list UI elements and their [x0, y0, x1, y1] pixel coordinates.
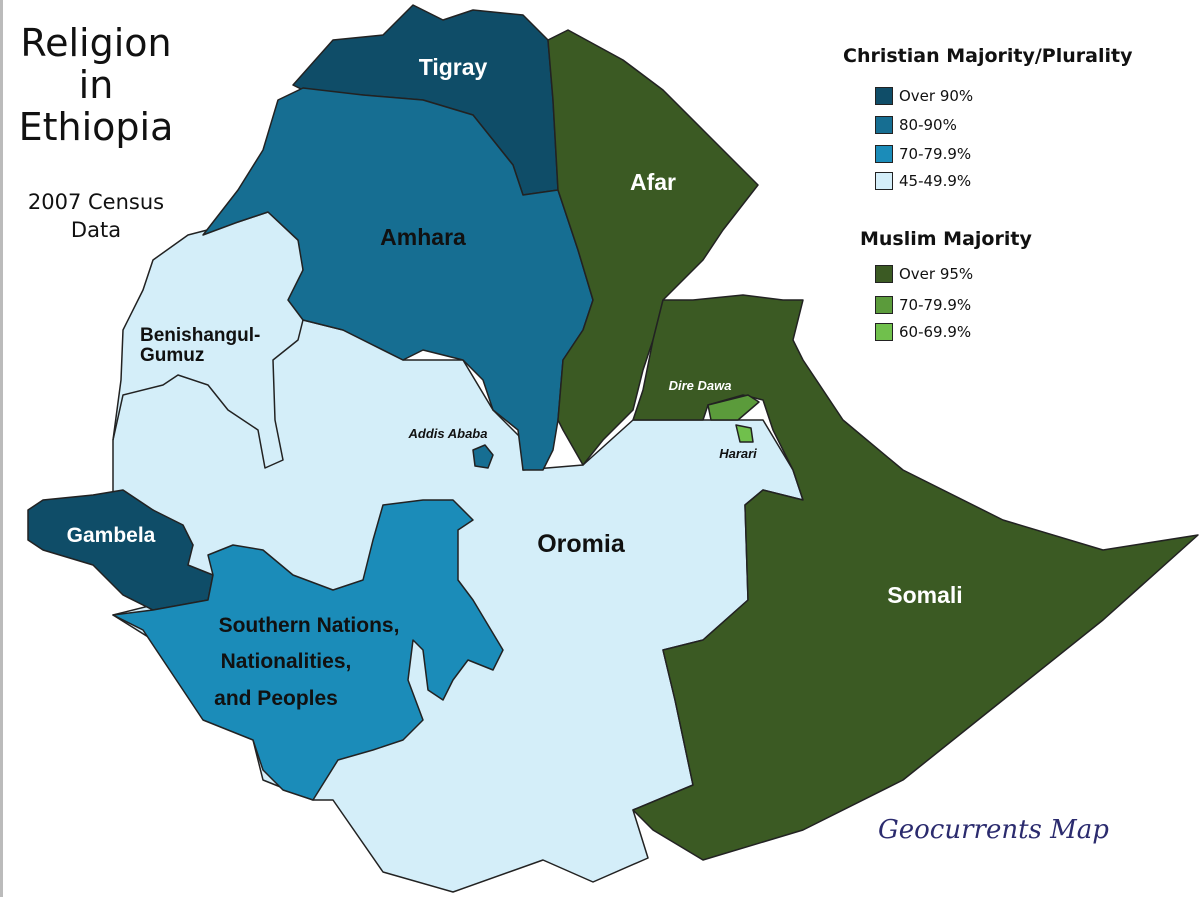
legend-heading-christian: Christian Majority/Plurality [843, 45, 1133, 67]
legend-label: 45-49.9% [899, 172, 972, 190]
title-line: Religion [20, 21, 172, 65]
legend-item: Over 90% [875, 87, 973, 105]
label-afar: Afar [630, 169, 676, 195]
title-line: in [78, 63, 114, 107]
legend-swatch [875, 296, 893, 314]
label-gambela: Gambela [67, 524, 156, 547]
label-snnp-2: Nationalities, [221, 650, 352, 673]
legend-label: Over 90% [899, 87, 974, 105]
title-line: Ethiopia [18, 105, 174, 149]
legend-label: 80-90% [899, 116, 957, 134]
legend-item: 60-69.9% [875, 323, 971, 341]
label-harari: Harari [719, 446, 757, 461]
region-dire-dawa [707, 394, 760, 421]
legend-label: 60-69.9% [899, 323, 972, 341]
label-dire-dawa: Dire Dawa [669, 378, 732, 393]
label-somali: Somali [887, 582, 962, 608]
legend-item: 70-79.9% [875, 145, 971, 163]
region-snnp [112, 499, 504, 801]
region-addis-ababa [472, 444, 494, 469]
map-title: Religion in Ethiopia [11, 22, 181, 148]
map-subtitle: 2007 Census Data [11, 188, 181, 244]
label-addis-ababa: Addis Ababa [408, 426, 488, 441]
label-oromia: Oromia [537, 530, 626, 558]
legend-swatch [875, 87, 893, 105]
legend-label: 70-79.9% [899, 145, 972, 163]
legend-label: Over 95% [899, 265, 974, 283]
label-benishangul-1: Benishangul- [140, 325, 260, 346]
legend-swatch [875, 172, 893, 190]
region-somali [632, 294, 1199, 861]
legend-item: 45-49.9% [875, 172, 971, 190]
legend-item: Over 95% [875, 265, 973, 283]
ethiopia-map: Tigray Amhara Afar Benishangul- Gumuz Ad… [27, 4, 1199, 893]
region-afar [547, 29, 759, 466]
label-snnp-1: Southern Nations, [219, 614, 400, 637]
label-snnp-3: and Peoples [214, 687, 338, 710]
label-tigray: Tigray [419, 54, 488, 80]
legend-swatch [875, 145, 893, 163]
legend-swatch [875, 265, 893, 283]
region-gambela [27, 489, 214, 611]
legend-item: 80-90% [875, 116, 957, 134]
legend-heading-muslim: Muslim Majority [860, 228, 1032, 250]
subtitle-line: 2007 Census [27, 190, 165, 214]
legend-item: 70-79.9% [875, 296, 971, 314]
subtitle-line: Data [70, 218, 122, 242]
legend-swatch [875, 116, 893, 134]
map-credit: Geocurrents Map [878, 815, 1109, 845]
label-amhara: Amhara [380, 224, 466, 250]
label-benishangul-2: Gumuz [140, 345, 204, 366]
region-harari [735, 424, 754, 443]
legend-label: 70-79.9% [899, 296, 972, 314]
region-benishangul-boundary [112, 319, 304, 469]
region-amhara [202, 87, 594, 471]
legend-swatch [875, 323, 893, 341]
